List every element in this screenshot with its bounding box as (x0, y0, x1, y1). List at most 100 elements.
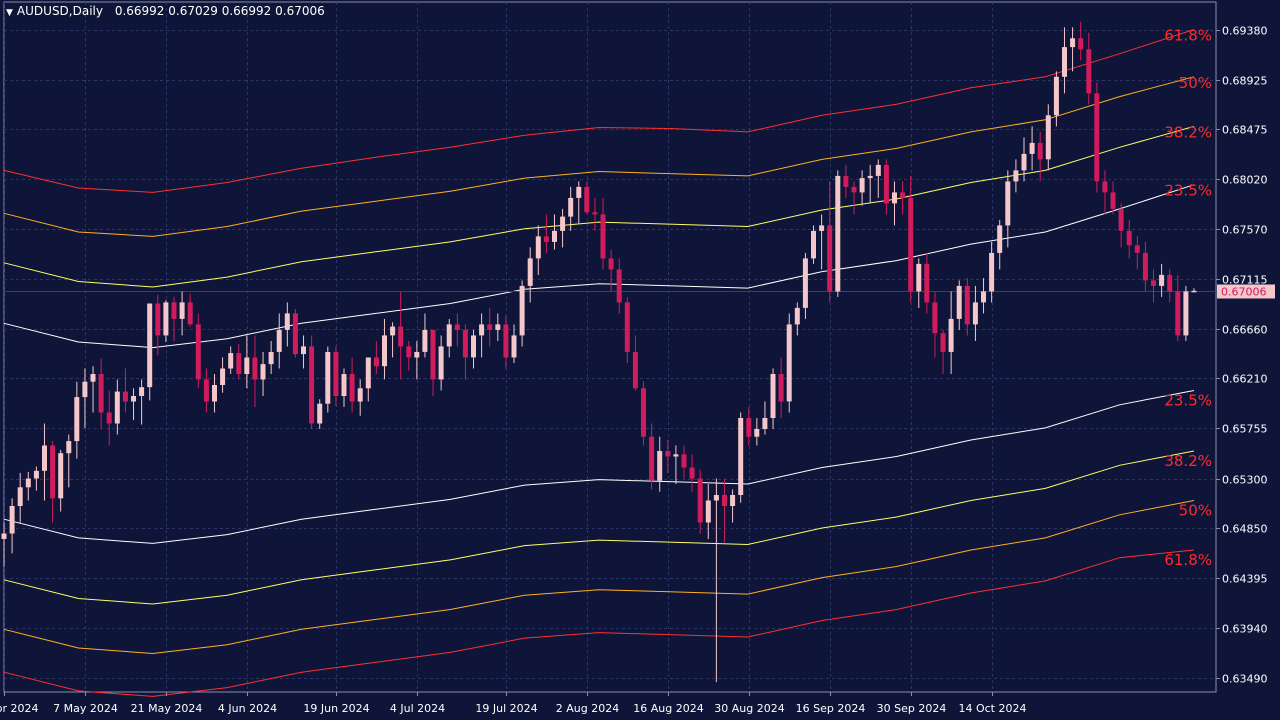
bull-candle (754, 429, 760, 437)
bear-candle (187, 302, 193, 325)
bull-candle (1183, 291, 1189, 336)
bear-candle (722, 495, 727, 506)
bull-candle (268, 352, 274, 365)
bear-candle (1078, 38, 1084, 50)
symbol-dropdown-icon[interactable]: ▼ (6, 8, 13, 18)
bear-candle (924, 263, 930, 303)
grid-layer (3, 1, 1217, 693)
bull-candle (916, 263, 922, 292)
bull-candle (357, 388, 363, 402)
y-tick-label: 0.68475 (1222, 124, 1268, 137)
bull-candle (284, 313, 290, 330)
band-upper-23 (3, 184, 1195, 349)
bear-candle (843, 175, 849, 187)
bull-candle (1191, 290, 1197, 293)
bull-candle (25, 478, 31, 488)
bull-candle (859, 178, 865, 193)
x-tick-label: 21 May 2024 (131, 702, 203, 715)
bull-candle (382, 335, 387, 367)
band-lower-50 (3, 500, 1195, 655)
bear-candle (964, 285, 970, 325)
bear-candle (1102, 181, 1108, 193)
bear-candle (1142, 252, 1148, 281)
bear-candle (883, 164, 889, 204)
bear-candle (122, 391, 128, 402)
bear-candle (462, 329, 468, 358)
y-tick-label: 0.64395 (1222, 573, 1268, 586)
bull-candle (1053, 76, 1059, 116)
bull-candle (163, 302, 169, 336)
bull-candle (260, 364, 266, 380)
bull-candle (228, 353, 234, 369)
bear-candle (681, 454, 687, 468)
bull-candle (1045, 115, 1051, 160)
bear-candle (252, 357, 258, 380)
last-price-label: 0.67006 (1221, 286, 1267, 299)
time-axis: 23 Apr 2024 7 May 2024 21 May 2024 4 Jun 20… (0, 692, 1027, 715)
bull-candle (657, 451, 663, 481)
y-tick-label: 0.68020 (1222, 174, 1268, 187)
plot-frame (3, 1, 1217, 693)
bear-candle (155, 303, 161, 336)
bull-candle (66, 441, 72, 454)
bull-candle (511, 335, 517, 358)
bull-candle (786, 324, 792, 402)
bull-candle (131, 396, 136, 402)
bull-candle (90, 374, 96, 382)
bear-candle (632, 352, 638, 389)
bull-candle (794, 307, 800, 325)
bear-candle (1175, 291, 1181, 336)
bull-candle (74, 397, 80, 442)
bear-candle (203, 379, 209, 402)
bull-candle (892, 192, 897, 204)
bull-candle (819, 225, 825, 231)
bear-candle (1151, 280, 1156, 286)
bull-candle (325, 352, 331, 404)
fib-label-upper: 50% (1179, 74, 1212, 92)
y-tick-label: 0.65300 (1222, 474, 1268, 487)
bear-candle (940, 333, 946, 352)
bear-candle (932, 302, 938, 334)
band-upper-50 (3, 76, 1195, 237)
bear-candle (333, 352, 339, 396)
bull-candle (1, 533, 7, 539)
band-lower-23 (3, 390, 1195, 544)
bull-candle (341, 374, 347, 396)
bull-candle (730, 495, 736, 506)
y-tick-label: 0.67115 (1222, 274, 1268, 287)
bear-candle (1094, 93, 1100, 182)
bull-candle (1159, 274, 1165, 286)
bear-candle (900, 192, 906, 198)
bear-candle (1126, 230, 1132, 246)
bull-candle (811, 230, 816, 259)
bear-candle (292, 313, 298, 355)
bear-candle (373, 357, 379, 367)
bull-candle (948, 318, 954, 352)
bear-candle (50, 445, 56, 499)
bull-candle (422, 329, 428, 352)
x-tick-label: 19 Jul 2024 (475, 702, 537, 715)
bull-candle (471, 335, 476, 358)
bull-candle (82, 381, 88, 398)
bull-candle (9, 506, 15, 534)
bear-candle (195, 324, 201, 380)
bull-candle (576, 186, 582, 198)
bull-candle (1013, 170, 1019, 182)
x-tick-label: 30 Sep 2024 (877, 702, 947, 715)
bear-candle (600, 214, 606, 259)
bear-candle (1110, 192, 1116, 209)
bull-candle (989, 252, 995, 292)
bear-candle (406, 346, 412, 358)
y-tick-label: 0.69380 (1222, 25, 1268, 38)
bull-candle (762, 418, 768, 429)
fib-label-upper: 38.2% (1164, 123, 1212, 141)
bear-candle (1086, 49, 1092, 94)
bear-candle (1167, 274, 1173, 292)
bull-candle (1070, 38, 1076, 48)
bear-candle (665, 451, 671, 457)
bear-candle (592, 212, 598, 215)
bear-candle (624, 302, 630, 352)
symbol-label: AUDUSD,Daily (16, 4, 103, 18)
bear-candle (1118, 208, 1124, 231)
